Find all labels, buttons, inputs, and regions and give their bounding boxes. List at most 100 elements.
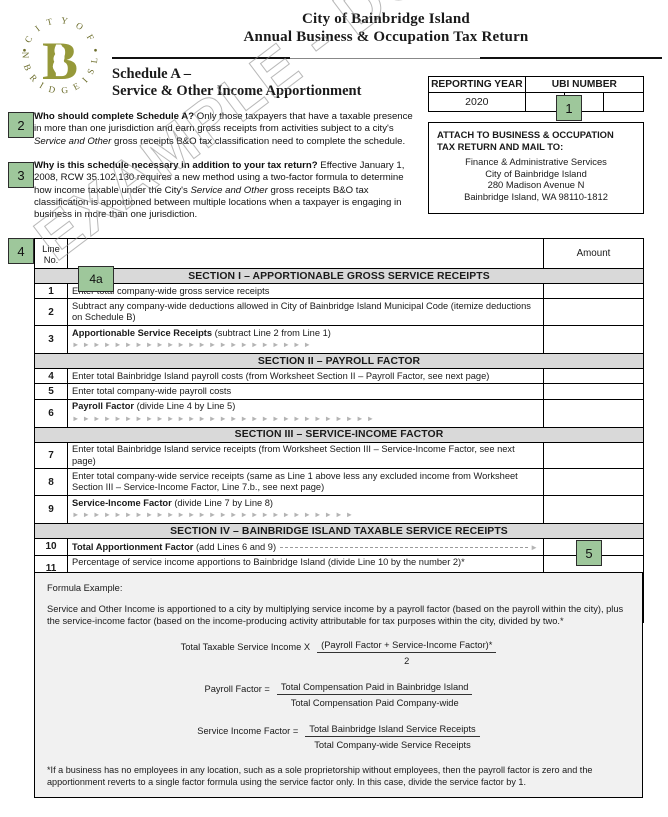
row-10-label: Total Apportionment Factor [72, 541, 194, 552]
row-9-number: 9 [34, 495, 68, 525]
formula-3-fraction: Total Bainbridge Island Service Receipts… [305, 723, 480, 751]
formula-paragraph: Service and Other Income is apportioned … [47, 604, 624, 627]
row-7-number: 7 [34, 441, 68, 470]
reporting-year-value[interactable]: 2020 [428, 92, 526, 112]
section-4-header: SECTION IV – BAINBRIDGE ISLAND TAXABLE S… [34, 523, 644, 540]
table-row: 6 Payroll Factor (divide Line 4 by Line … [34, 398, 644, 428]
leader-arrow-end: ► [530, 542, 538, 552]
callout-badge-4[interactable]: 4 [8, 238, 34, 264]
section-3-header: SECTION III – SERVICE-INCOME FACTOR [34, 426, 644, 443]
instruction-3-body-a: Effective January 1, 2008, RCW 35.102.13… [34, 160, 405, 196]
formula-1-fraction: (Payroll Factor + Service-Income Factor)… [317, 639, 497, 667]
ubi-cell-3[interactable] [603, 92, 644, 112]
address-line-1: Finance & Administrative Services [465, 156, 607, 168]
callout-badge-4a[interactable]: 4a [78, 266, 114, 292]
leader-arrows: ►►►►►►►►►►►►►►►►►►►►►►►►►►► [72, 510, 357, 520]
row-6-detail: (divide Line 4 by Line 5) [134, 401, 236, 412]
section-4-title: SECTION IV – BAINBRIDGE ISLAND TAXABLE S… [34, 523, 644, 540]
row-9-description: Service-Income Factor (divide Line 7 by … [67, 495, 544, 525]
ubi-number-header: UBI NUMBER [524, 76, 645, 93]
callout-badge-1[interactable]: 1 [556, 95, 582, 121]
row-9-amount[interactable] [543, 495, 644, 525]
instruction-why-necessary: Why is this schedule necessary in additi… [34, 160, 416, 221]
row-10-number: 10 [34, 538, 68, 556]
formula-payroll-factor: Payroll Factor = Total Compensation Paid… [47, 681, 630, 709]
instruction-3-body-b: gross receipts B&O tax classification is… [34, 184, 402, 221]
reporting-header-row: REPORTING YEAR UBI NUMBER [428, 76, 645, 93]
row-3-detail: (subtract Line 2 from Line 1) [212, 327, 331, 338]
table-header-row: Line No. Amount [34, 238, 644, 269]
row-8-amount[interactable] [543, 468, 644, 497]
section-1-header: SECTION I – APPORTIONABLE GROSS SERVICE … [34, 268, 644, 284]
row-3-amount[interactable] [543, 325, 644, 355]
instruction-2-body-b: gross receipts B&O tax classification ne… [111, 135, 406, 147]
attach-line-2: TAX RETURN AND MAIL TO: [437, 140, 564, 152]
reporting-year-ubi-table: REPORTING YEAR UBI NUMBER 2020 [428, 76, 645, 112]
city-seal-logo: C I T Y O F B A I N B R I D G E I S L A … [7, 0, 108, 104]
row-1-amount[interactable] [543, 282, 644, 300]
callout-badge-3[interactable]: 3 [8, 162, 34, 188]
row-10-description: Total Apportionment Factor (add Lines 6 … [67, 538, 544, 556]
schedule-a-table: Line No. Amount SECTION I – APPORTIONABL… [34, 238, 644, 623]
row-7-amount[interactable] [543, 441, 644, 470]
row-1-number: 1 [34, 282, 68, 300]
row-2-amount[interactable] [543, 298, 644, 327]
formula-2-fraction: Total Compensation Paid in Bainbridge Is… [276, 681, 473, 709]
form-title: City of Bainbridge Island Annual Busines… [112, 10, 660, 46]
formula-2-numerator: Total Compensation Paid in Bainbridge Is… [276, 681, 473, 696]
table-row: 9 Service-Income Factor (divide Line 7 b… [34, 495, 644, 525]
table-row: 1 Enter total company-wide gross service… [34, 282, 644, 300]
formula-3-numerator: Total Bainbridge Island Service Receipts [305, 723, 480, 738]
section-1-title: SECTION I – APPORTIONABLE GROSS SERVICE … [34, 268, 644, 284]
row-6-amount[interactable] [543, 398, 644, 428]
table-row: 5 Enter total company-wide payroll costs [34, 383, 644, 400]
line-no-header-word2: No. [43, 253, 59, 265]
formula-footnote: *If a business has no employees in any l… [47, 765, 593, 787]
row-6-number: 6 [34, 398, 68, 428]
row-1-description: Enter total company-wide gross service r… [67, 282, 544, 300]
title-line-2: Annual Business & Occupation Tax Return [243, 29, 529, 45]
formula-total-taxable: Total Taxable Service Income X (Payroll … [47, 639, 630, 667]
callout-badge-5[interactable]: 5 [576, 540, 602, 566]
row-5-description: Enter total company-wide payroll costs [67, 383, 544, 400]
leader-arrows: ►►►►►►►►►►►►►►►►►►►►►►► [72, 340, 315, 350]
schedule-line-1: Schedule A – [112, 66, 191, 82]
table-row: 10 Total Apportionment Factor (add Lines… [34, 538, 644, 556]
row-4-amount[interactable] [543, 368, 644, 385]
reporting-year-header: REPORTING YEAR [428, 76, 526, 93]
instruction-2-body-a: Only those taxpayers that have a taxable… [34, 111, 413, 135]
row-3-number: 3 [34, 325, 68, 355]
row-6-description: Payroll Factor (divide Line 4 by Line 5)… [67, 398, 544, 428]
instruction-3-emphasis: Service and Other [190, 184, 268, 196]
row-6-label: Payroll Factor [72, 401, 135, 412]
callout-badge-2[interactable]: 2 [8, 112, 34, 138]
row-5-amount[interactable] [543, 383, 644, 400]
address-line-2: City of Bainbridge Island [485, 167, 587, 179]
instruction-2-title: Who should complete Schedule A? [34, 111, 195, 122]
row-4-description: Enter total Bainbridge Island payroll co… [67, 368, 544, 385]
instruction-who-should-complete: Who should complete Schedule A? Only tho… [34, 111, 416, 148]
row-2-number: 2 [34, 298, 68, 327]
section-3-title: SECTION III – SERVICE-INCOME FACTOR [34, 426, 644, 443]
table-row: 4 Enter total Bainbridge Island payroll … [34, 368, 644, 385]
amount-header: Amount [543, 238, 644, 269]
instruction-2-emphasis: Service and Other [34, 135, 112, 147]
formula-1-numerator: (Payroll Factor + Service-Income Factor)… [317, 639, 497, 654]
leader-dash [280, 541, 529, 548]
section-2-title: SECTION II – PAYROLL FACTOR [34, 353, 644, 370]
table-row: 2 Subtract any company-wide deductions a… [34, 298, 644, 327]
schedule-heading: Schedule A – Service & Other Income Appo… [112, 66, 442, 100]
formula-3-label: Service Income Factor = [197, 726, 299, 737]
formula-1-label: Total Taxable Service Income X [180, 642, 311, 653]
row-3-description: Apportionable Service Receipts (subtract… [67, 325, 544, 355]
schedule-line-2: Service & Other Income Apportionment [112, 83, 362, 99]
row-7-description: Enter total Bainbridge Island service re… [67, 441, 544, 470]
row-9-label: Service-Income Factor [72, 497, 172, 508]
formula-1-denominator: 2 [404, 656, 410, 667]
reporting-value-row: 2020 [428, 92, 644, 112]
attach-line-1: ATTACH TO BUSINESS & OCCUPATION [437, 129, 614, 140]
leader-arrows: ►►►►►►►►►►►►►►►►►►►►►►►►►►►►► [72, 413, 378, 423]
row-9-detail: (divide Line 7 by Line 8) [171, 497, 274, 508]
row-8-number: 8 [34, 468, 68, 497]
table-row: 7 Enter total Bainbridge Island service … [34, 441, 644, 470]
